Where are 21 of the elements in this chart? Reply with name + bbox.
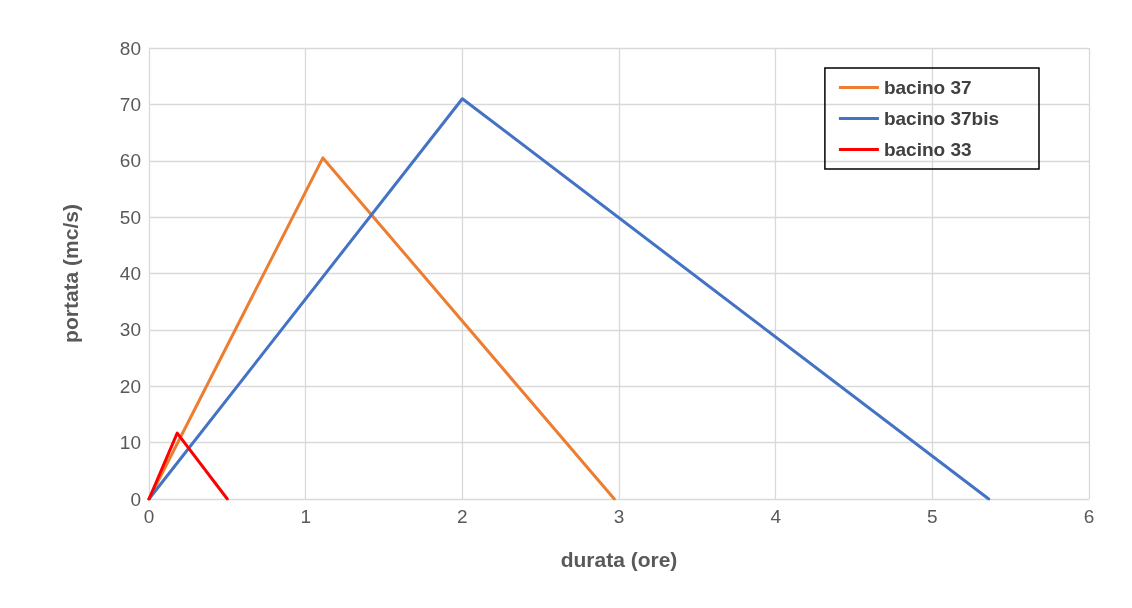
- x-tick-label: 0: [143, 506, 155, 527]
- y-tick-label: 50: [119, 206, 141, 228]
- y-tick-label: 30: [119, 319, 141, 341]
- y-tick-label: 20: [119, 375, 141, 397]
- legend-label: bacino 37bis: [883, 108, 1000, 129]
- y-tick-label: 40: [119, 263, 141, 284]
- x-tick-label: 3: [613, 506, 625, 527]
- x-tick-label: 4: [770, 506, 782, 527]
- x-tick-label: 5: [927, 506, 938, 527]
- legend-label: bacino 33: [883, 139, 972, 160]
- x-tick-label: 1: [300, 506, 311, 527]
- y-axis-title: portata (mc/s): [59, 204, 82, 343]
- y-tick-label: 10: [119, 432, 141, 454]
- y-tick-label: 0: [130, 488, 141, 510]
- x-tick-label: 2: [457, 506, 468, 527]
- x-tick-label: 6: [1083, 506, 1095, 527]
- y-tick-label: 60: [119, 150, 141, 172]
- y-tick-label: 70: [119, 93, 141, 115]
- legend-label: bacino 37: [883, 77, 972, 98]
- x-axis-title: durata (ore): [560, 548, 678, 571]
- y-tick-label: 80: [119, 37, 141, 59]
